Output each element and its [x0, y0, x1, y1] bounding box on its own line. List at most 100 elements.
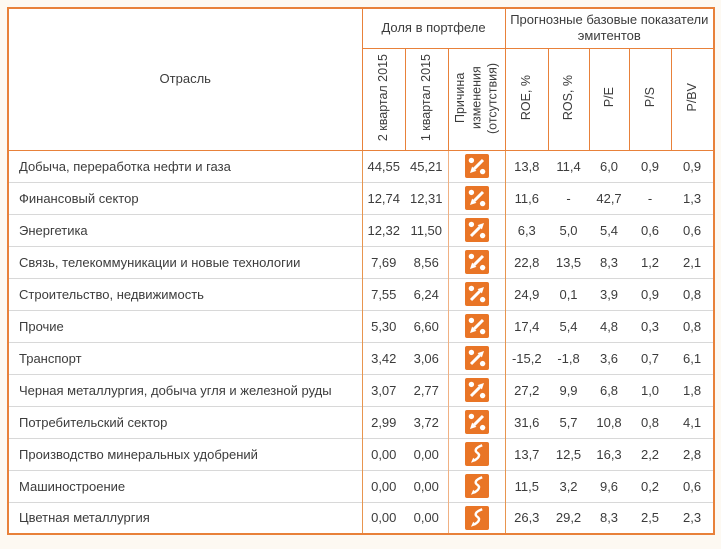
q2-value: 0,00: [362, 501, 405, 534]
pe-value: 16,3: [589, 437, 630, 470]
q2-value: 0,00: [362, 437, 405, 470]
reason-icon-cell[interactable]: [448, 501, 506, 534]
reason-icon-cell[interactable]: [448, 341, 506, 374]
q1-value: 3,72: [405, 405, 449, 438]
reason-icon-cell[interactable]: [448, 149, 506, 182]
arrow-down-left-icon[interactable]: [464, 410, 489, 434]
industry-name: Цветная металлургия: [8, 501, 363, 534]
pe-value: 6,8: [589, 373, 630, 406]
ros-value: 12,5: [548, 437, 590, 470]
q1-value: 6,60: [405, 309, 449, 342]
pe-value: 42,7: [589, 181, 630, 214]
pe-value: 5,4: [589, 213, 630, 246]
table-row: Энергетика 12,32 11,50 6,3 5,0 5,4 0,6 0…: [8, 213, 715, 246]
industry-portfolio-table: Отрасль Доля в портфеле Прогнозные базов…: [7, 7, 716, 535]
ros-value: 9,9: [548, 373, 590, 406]
table-row: Машиностроение 0,00 0,00 11,5 3,2 9,6 0,…: [8, 469, 715, 502]
ps-value: 2,5: [629, 501, 672, 534]
ps-value: 0,2: [629, 469, 672, 502]
pbv-value: 2,8: [671, 437, 715, 470]
reason-icon-cell[interactable]: [448, 405, 506, 438]
arrow-up-right-icon[interactable]: [464, 346, 489, 370]
reason-icon-cell[interactable]: [448, 277, 506, 310]
reason-icon-cell[interactable]: [448, 309, 506, 342]
ps-value: 1,0: [629, 373, 672, 406]
q1-value: 45,21: [405, 149, 449, 182]
pe-value: 3,9: [589, 277, 630, 310]
col-header-change-reason: Причина изменения (отсутствия): [447, 47, 506, 151]
group-header-portfolio-share: Доля в портфеле: [361, 7, 506, 49]
arrow-down-left-icon[interactable]: [464, 154, 489, 178]
q2-value: 5,30: [362, 309, 405, 342]
pe-value: 8,3: [589, 245, 630, 278]
table-row: Производство минеральных удобрений 0,00 …: [8, 437, 715, 470]
col-header-q1-2015-label: 1 квартал 2015: [419, 53, 434, 142]
arrow-down-left-icon[interactable]: [464, 186, 489, 210]
q2-value: 2,99: [362, 405, 405, 438]
reason-icon-cell[interactable]: [448, 469, 506, 502]
q2-value: 12,74: [362, 181, 405, 214]
reason-icon-cell[interactable]: [448, 245, 506, 278]
roe-value: 27,2: [505, 373, 549, 406]
roe-value: -15,2: [505, 341, 549, 374]
q2-value: 12,32: [362, 213, 405, 246]
zigzag-arrow-icon[interactable]: [464, 474, 489, 498]
ros-value: 5,4: [548, 309, 590, 342]
col-header-roe-label: ROE, %: [519, 74, 534, 121]
pbv-value: 2,3: [671, 501, 715, 534]
roe-value: 11,5: [505, 469, 549, 502]
q1-value: 8,56: [405, 245, 449, 278]
reason-icon-cell[interactable]: [448, 181, 506, 214]
arrow-up-right-icon[interactable]: [464, 282, 489, 306]
table-row: Связь, телекоммуникации и новые технолог…: [8, 245, 715, 278]
ros-value: 13,5: [548, 245, 590, 278]
q1-value: 0,00: [405, 469, 449, 502]
ros-value: -: [548, 181, 590, 214]
ps-value: 0,3: [629, 309, 672, 342]
col-header-ros-label: ROS, %: [561, 74, 576, 121]
arrow-down-left-icon[interactable]: [464, 250, 489, 274]
ps-value: 0,7: [629, 341, 672, 374]
industry-name: Строительство, недвижимость: [8, 277, 363, 310]
q2-value: 3,42: [362, 341, 405, 374]
ps-value: -: [629, 181, 672, 214]
q1-value: 3,06: [405, 341, 449, 374]
table-row: Транспорт 3,42 3,06 -15,2 -1,8 3,6 0,7 6…: [8, 341, 715, 374]
group-header-forecast-indicators: Прогнозные базовые показатели эмитентов: [504, 7, 715, 49]
table-body: Добыча, переработка нефти и газа 44,55 4…: [8, 149, 715, 534]
industry-name: Транспорт: [8, 341, 363, 374]
ros-value: 29,2: [548, 501, 590, 534]
pbv-value: 4,1: [671, 405, 715, 438]
ps-value: 2,2: [629, 437, 672, 470]
reason-icon-cell[interactable]: [448, 213, 506, 246]
pe-value: 6,0: [589, 149, 630, 182]
industry-name: Энергетика: [8, 213, 363, 246]
roe-value: 6,3: [505, 213, 549, 246]
industry-name: Финансовый сектор: [8, 181, 363, 214]
pe-value: 3,6: [589, 341, 630, 374]
ros-value: 0,1: [548, 277, 590, 310]
pbv-value: 1,8: [671, 373, 715, 406]
arrow-up-right-icon[interactable]: [464, 218, 489, 242]
roe-value: 13,7: [505, 437, 549, 470]
arrow-up-right-icon[interactable]: [464, 378, 489, 402]
reason-icon-cell[interactable]: [448, 373, 506, 406]
pbv-value: 0,9: [671, 149, 715, 182]
table-row: Черная металлургия, добыча угля и железн…: [8, 373, 715, 406]
q2-value: 0,00: [362, 469, 405, 502]
table-header: Отрасль Доля в портфеле Прогнозные базов…: [7, 7, 715, 151]
col-header-ps-label: P/S: [642, 87, 657, 108]
arrow-down-left-icon[interactable]: [464, 314, 489, 338]
industry-name: Черная металлургия, добыча угля и железн…: [8, 373, 363, 406]
col-header-pe: P/E: [588, 47, 630, 151]
industry-name: Потребительский сектор: [8, 405, 363, 438]
reason-icon-cell[interactable]: [448, 437, 506, 470]
col-header-q2-2015-label: 2 квартал 2015: [376, 53, 391, 142]
ros-value: 5,7: [548, 405, 590, 438]
ros-value: 5,0: [548, 213, 590, 246]
zigzag-arrow-icon[interactable]: [464, 442, 489, 466]
ros-value: 3,2: [548, 469, 590, 502]
ps-value: 0,6: [629, 213, 672, 246]
zigzag-arrow-icon[interactable]: [464, 505, 489, 530]
ros-value: -1,8: [548, 341, 590, 374]
